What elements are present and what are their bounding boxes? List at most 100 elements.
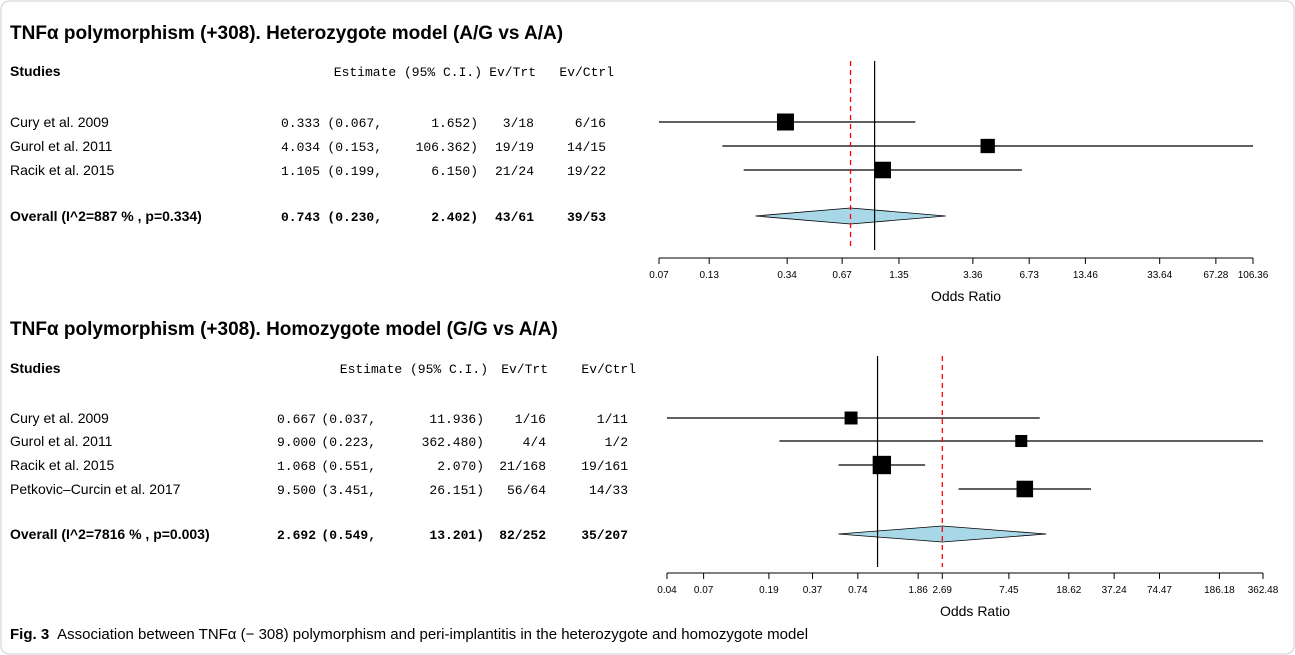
study-row-ev-trt: 4/4 [523,435,547,450]
header-ev-trt: Ev/Trt [501,362,548,377]
study-row-name: Racik et al. 2015 [10,162,114,178]
study-row-ev-trt: 56/64 [507,483,546,498]
x-axis-label: Odds Ratio [940,603,1010,619]
study-row-ci-upper: 6.150) [431,164,478,179]
x-tick-label: 0.07 [649,270,669,281]
overall-row-estimate: 2.692 [277,528,316,543]
point-estimate-square [844,411,858,425]
study-row-ev-ctrl: 1/11 [597,412,628,427]
x-tick-label: 67.28 [1203,270,1228,281]
figure-caption: Fig. 3 Association between TNFα (− 308) p… [10,626,808,643]
study-row-ev-ctrl: 1/2 [605,435,628,450]
point-estimate-square [980,138,995,154]
study-row-ci-lower: (0.037, [321,412,376,427]
study-row-ci-lower: (0.067, [327,116,382,131]
study-row-ev-trt: 21/168 [499,459,546,474]
study-row-estimate: 4.034 [281,140,320,155]
overall-row-name: Overall (I^2=7816 % , p=0.003) [10,526,210,542]
study-row-estimate: 9.500 [277,483,316,498]
study-row-name: Gurol et al. 2011 [10,138,113,154]
study-row-ci-lower: (3.451, [321,483,376,498]
x-tick-label: 33.64 [1147,270,1172,281]
header-ev-trt: Ev/Trt [489,65,536,80]
study-row-ev-trt: 19/19 [495,140,534,155]
x-tick-label: 37.24 [1102,585,1127,596]
overall-row-ci-upper: 2.402) [431,210,478,225]
caption-text: Association between TNFα (− 308) polymor… [57,626,808,643]
x-tick-label: 362.48 [1248,585,1279,596]
point-estimate-square [1016,480,1034,498]
overall-row-ci-lower: (0.230, [327,210,382,225]
overall-row-ci-lower: (0.549, [321,528,376,543]
x-tick-label: 0.13 [699,270,719,281]
x-tick-label: 6.73 [1019,270,1039,281]
study-row-estimate: 0.333 [281,116,320,131]
overall-row-ci-upper: 13.201) [429,528,484,543]
heterozygote-forest-plot: TNFα polymorphism (+308). Heterozygote m… [10,23,1269,304]
x-tick-label: 74.47 [1147,585,1172,596]
study-row-name: Cury et al. 2009 [10,410,109,426]
study-row-ci-upper: 362.480) [422,435,484,450]
x-tick-label: 18.62 [1056,585,1081,596]
plot-title: TNFα polymorphism (+308). Heterozygote m… [10,23,563,44]
study-row-ci-lower: (0.551, [321,459,376,474]
x-tick-label: 0.04 [657,585,677,596]
x-tick-label: 0.19 [759,585,779,596]
study-row-ci-upper: 2.070) [437,459,484,474]
study-row-ci-lower: (0.223, [321,435,376,450]
header-estimate: Estimate (95% C.I.) [340,362,488,377]
overall-row-estimate: 0.743 [281,210,320,225]
x-tick-label: 2.69 [933,585,953,596]
x-tick-label: 186.18 [1204,585,1235,596]
study-row-ev-ctrl: 19/161 [581,459,628,474]
study-row-ci-lower: (0.153, [327,140,382,155]
study-row-ev-trt: 3/18 [503,116,534,131]
study-row-name: Petkovic–Curcin et al. 2017 [10,481,181,497]
overall-row-ev-trt: 43/61 [495,210,534,225]
x-axis-label: Odds Ratio [931,288,1001,304]
point-estimate-square [776,113,794,131]
point-estimate-square [872,455,892,475]
study-row-ci-upper: 11.936) [429,412,484,427]
point-estimate-square [874,161,891,179]
study-row-ev-ctrl: 14/33 [589,483,628,498]
x-tick-label: 106.36 [1238,270,1269,281]
overall-row-ev-ctrl: 35/207 [581,528,628,543]
overall-row-name: Overall (I^2=887 % , p=0.334) [10,208,202,224]
homozygote-forest-plot: TNFα polymorphism (+308). Homozygote mod… [10,319,1279,619]
x-tick-label: 1.35 [889,270,909,281]
caption-label: Fig. 3 [10,626,49,643]
header-studies: Studies [10,360,61,376]
x-tick-label: 1.86 [908,585,928,596]
study-row-ci-upper: 1.652) [431,116,478,131]
study-row-ev-ctrl: 6/16 [575,116,606,131]
study-row-name: Cury et al. 2009 [10,114,109,130]
study-row-name: Gurol et al. 2011 [10,433,113,449]
overall-row-ev-ctrl: 39/53 [567,210,606,225]
study-row-ci-upper: 106.362) [416,140,478,155]
overall-diamond [838,525,1047,543]
study-row-ev-ctrl: 19/22 [567,164,606,179]
x-tick-label: 0.74 [848,585,868,596]
x-tick-label: 0.37 [803,585,823,596]
study-row-ev-ctrl: 14/15 [567,140,606,155]
study-row-name: Racik et al. 2015 [10,457,114,473]
overall-row-ev-trt: 82/252 [499,528,546,543]
study-row-estimate: 0.667 [277,412,316,427]
x-tick-label: 0.34 [777,270,797,281]
x-tick-label: 3.36 [963,270,983,281]
x-tick-label: 0.67 [832,270,852,281]
header-ev-ctrl: Ev/Ctrl [581,362,636,377]
x-tick-label: 0.07 [694,585,714,596]
plot-title: TNFα polymorphism (+308). Homozygote mod… [10,319,558,340]
study-row-estimate: 1.068 [277,459,316,474]
study-row-ci-upper: 26.151) [429,483,484,498]
header-ev-ctrl: Ev/Ctrl [559,65,614,80]
study-row-ev-trt: 1/16 [515,412,546,427]
study-row-ev-trt: 21/24 [495,164,534,179]
point-estimate-square [1015,434,1028,448]
study-row-ci-lower: (0.199, [327,164,382,179]
study-row-estimate: 1.105 [281,164,320,179]
